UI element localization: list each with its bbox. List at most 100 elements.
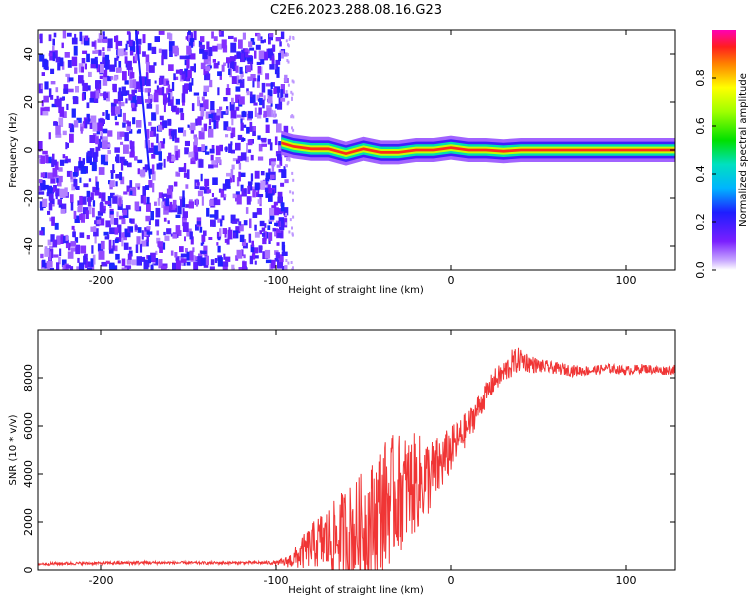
noise-cell <box>254 260 257 265</box>
noise-cell <box>216 242 219 246</box>
noise-cell <box>176 260 181 270</box>
noise-cell <box>102 112 105 116</box>
noise-cell <box>75 244 80 255</box>
noise-cell <box>250 154 254 161</box>
noise-cell <box>291 171 294 175</box>
noise-cell <box>232 61 237 72</box>
noise-cell <box>48 53 54 57</box>
noise-cell <box>107 113 110 120</box>
noise-cell <box>277 191 283 199</box>
noise-cell <box>129 226 133 232</box>
noise-cell <box>52 168 58 177</box>
noise-cell <box>64 187 68 197</box>
noise-cell <box>59 248 62 257</box>
noise-cell <box>257 194 264 198</box>
noise-cell <box>42 184 49 190</box>
noise-cell <box>151 164 155 175</box>
noise-cell <box>54 161 59 170</box>
noise-cell <box>184 83 189 90</box>
noise-cell <box>58 167 63 172</box>
noise-cell <box>44 81 49 90</box>
noise-cell <box>172 233 178 239</box>
noise-cell <box>62 111 67 118</box>
noise-cell <box>186 45 192 55</box>
noise-cell <box>203 263 209 268</box>
noise-cell <box>235 226 241 234</box>
noise-cell <box>72 96 79 105</box>
noise-cell <box>73 120 79 128</box>
noise-cell <box>248 233 252 243</box>
noise-cell <box>91 245 94 254</box>
noise-cell <box>250 91 253 97</box>
noise-cell <box>86 235 90 240</box>
noise-cell <box>180 199 183 208</box>
noise-cell <box>189 231 193 240</box>
noise-cell <box>254 170 260 179</box>
noise-cell <box>274 258 279 262</box>
noise-cell <box>270 259 276 269</box>
noise-cell <box>70 247 77 252</box>
noise-cell <box>158 87 164 96</box>
noise-cell <box>147 43 152 51</box>
noise-cell <box>157 241 163 247</box>
noise-cell <box>131 89 135 97</box>
noise-cell <box>129 129 133 134</box>
noise-cell <box>68 77 74 82</box>
noise-cell <box>225 134 229 138</box>
noise-cell <box>161 242 166 250</box>
noise-cell <box>56 178 59 183</box>
noise-cell <box>231 76 237 84</box>
noise-cell <box>172 262 177 270</box>
noise-cell <box>39 230 44 236</box>
noise-cell <box>274 222 280 226</box>
noise-cell <box>250 74 256 81</box>
noise-cell <box>98 167 105 175</box>
spectrogram-x-tick-label: 100 <box>616 274 637 287</box>
noise-cell <box>166 80 170 85</box>
noise-cell <box>240 115 245 121</box>
noise-cell <box>130 72 135 79</box>
noise-cell <box>238 39 243 49</box>
noise-cell <box>193 134 197 140</box>
noise-cell <box>195 224 199 231</box>
noise-cell <box>117 131 122 140</box>
noise-cell <box>163 217 167 222</box>
noise-cell <box>265 118 269 123</box>
noise-cell <box>243 254 246 259</box>
noise-cell <box>236 177 240 187</box>
noise-cell <box>234 54 237 60</box>
noise-cell <box>158 125 163 131</box>
noise-cell <box>67 251 74 259</box>
noise-cell <box>121 237 124 247</box>
noise-cell <box>236 114 241 118</box>
noise-cell <box>261 143 267 147</box>
noise-cell <box>240 184 244 192</box>
noise-cell <box>67 60 72 68</box>
noise-cell <box>124 90 130 96</box>
noise-cell <box>246 57 253 62</box>
noise-cell <box>258 107 262 115</box>
noise-cell <box>146 236 149 242</box>
noise-cell <box>248 149 252 153</box>
noise-cell <box>40 172 46 178</box>
noise-cell <box>67 158 71 163</box>
noise-cell <box>228 227 231 231</box>
noise-cell <box>271 160 276 167</box>
noise-cell <box>48 202 53 211</box>
noise-cell <box>163 231 166 236</box>
noise-cell <box>236 51 241 59</box>
noise-cell <box>79 195 83 206</box>
noise-cell <box>257 156 264 161</box>
noise-cell <box>121 218 126 225</box>
noise-cell <box>79 232 85 238</box>
noise-cell <box>112 240 115 250</box>
noise-cell <box>108 76 112 82</box>
noise-cell <box>92 50 98 54</box>
noise-cell <box>217 257 223 267</box>
noise-cell <box>196 118 202 126</box>
colorbar-tick-label: 0.8 <box>694 69 707 87</box>
noise-cell <box>221 64 225 72</box>
noise-cell <box>109 211 114 215</box>
noise-cell <box>250 244 255 253</box>
colorbar-tick-label: 0.0 <box>694 261 707 279</box>
